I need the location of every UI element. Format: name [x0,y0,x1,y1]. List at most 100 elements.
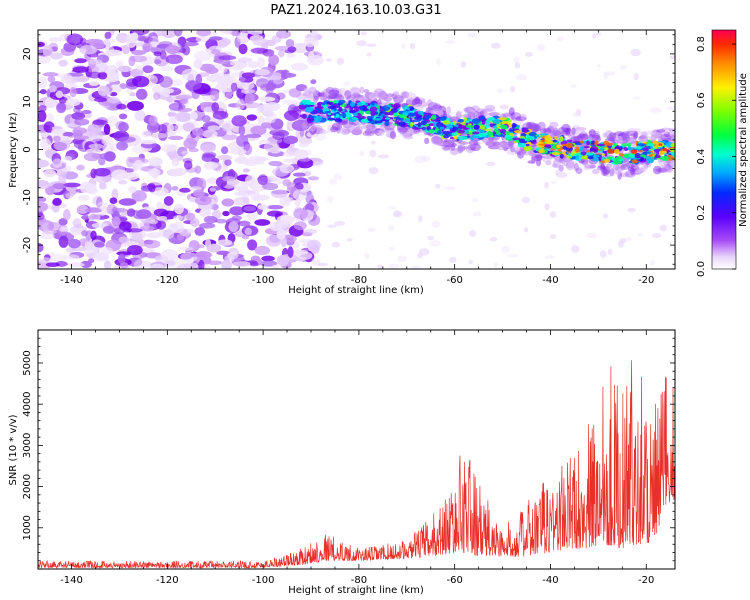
figure-title: PAZ1.2024.163.10.03.G31 [270,3,441,18]
spectral-blob [442,120,451,125]
spectral-blob [562,145,568,150]
spectral-blob [306,239,321,251]
spectral-blob [630,167,635,176]
spectral-blob [335,113,339,118]
spectral-blob [58,59,68,67]
spectral-blob [397,125,408,134]
spectral-blob [669,161,675,167]
spectral-blob [273,176,283,186]
spectral-blob [462,146,468,150]
spectral-blob [464,120,470,124]
spectral-blob [238,43,248,55]
spectral-blob [520,113,527,121]
spectral-blob [634,152,641,159]
spectral-blob [238,125,246,136]
spectral-blob [192,189,205,198]
spectral-blob [572,111,580,118]
spectral-blob [183,137,198,150]
spectral-blob [401,43,406,50]
spectral-blob [131,32,139,41]
spectral-blob [350,86,356,94]
spectral-blob [113,227,126,234]
spectral-blob [39,89,47,95]
spectral-blob [93,167,111,177]
spectral-blob [387,263,400,269]
spectral-blob [116,32,129,44]
spectral-blob [614,167,626,172]
spectral-blob [369,149,377,158]
spectral-blob [469,144,475,148]
y-tick-label: 3000 [22,433,33,458]
spectral-blob [243,102,261,109]
spectral-blob [309,30,318,37]
spectral-blob [38,55,51,64]
spectral-blob [115,60,124,68]
spectral-blob [374,111,379,115]
spectral-blob [656,129,666,133]
spectral-blob [283,135,299,145]
spectral-blob [118,136,136,143]
x-tick-label: -80 [351,575,367,586]
spectral-blob [331,122,342,131]
spectral-blob [278,49,285,58]
spectral-blob [652,140,659,145]
spectral-blob [229,206,245,216]
spectral-blob [235,99,246,110]
spectral-blob [638,150,643,153]
spectral-blob [225,92,233,99]
spectral-blob [383,112,391,116]
spectral-blob [649,107,662,114]
spectral-blob [221,133,238,141]
spectral-blob [38,212,45,221]
spectral-blob [623,153,628,159]
spectral-blob [539,133,549,136]
spectral-blob [240,88,256,94]
spectral-blob [667,106,675,111]
spectral-blob [616,155,622,160]
spectral-blob [201,153,216,163]
spectral-blob [561,123,571,133]
spectral-blob [168,102,186,111]
spectral-blob [72,66,89,73]
spectral-blob [467,32,477,38]
spectral-blob [512,137,521,140]
spectral-blob [206,260,223,265]
x-tick-label: -120 [156,275,179,286]
spectral-blob [487,117,496,121]
spectral-blob [110,84,120,90]
spectral-blob [654,132,663,139]
spectral-blob [354,103,358,106]
spectral-blob [635,168,646,174]
spectral-blob [514,61,521,69]
spectral-blob [498,117,508,121]
spectral-blob [262,182,279,191]
spectral-blob [473,124,480,130]
spectral-blob [442,139,455,148]
spectral-blob [338,99,346,104]
spectral-blob [633,96,641,100]
spectral-blob [595,154,600,158]
spectral-blob [182,45,191,56]
spectral-blob [367,227,376,232]
spectral-blob [160,66,174,72]
spectral-blob [366,115,374,120]
spectral-blob [472,131,480,135]
spectral-blob [508,129,514,132]
spectral-blob [410,265,422,269]
spectral-blob [480,110,485,115]
spectral-blob [283,158,296,163]
spectral-blob [134,259,147,269]
spectral-blob [111,188,119,200]
spectral-blob [466,132,474,135]
spectral-blob [98,182,107,190]
spectral-blob [200,143,216,153]
spectral-blob [331,241,341,248]
spectral-blob [109,197,118,204]
spectral-blob [167,123,174,134]
spectral-blob [62,209,71,221]
spectral-blob [524,51,534,58]
spectral-blob [631,159,638,164]
spectral-blob [457,144,464,154]
spectral-blob [583,145,590,149]
spectral-blob [131,190,147,202]
